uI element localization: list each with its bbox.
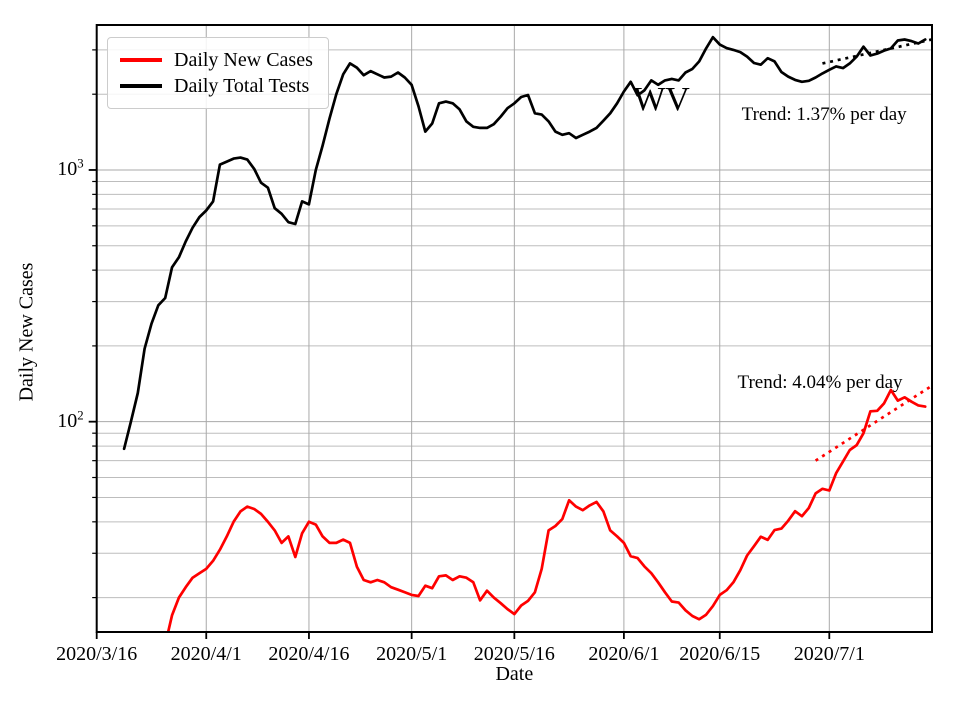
legend-label-tests: Daily Total Tests: [174, 74, 310, 97]
series-line-cases: [166, 388, 927, 632]
legend-item-cases: Daily New Cases: [120, 47, 316, 73]
trend-dotted-tests: [822, 38, 932, 65]
axes-spines: [95, 24, 933, 633]
legend-label-cases: Daily New Cases: [174, 48, 313, 71]
legend-line-swatch-red: [120, 58, 162, 62]
legend-line-swatch-black: [120, 84, 162, 88]
trend-dotted-cases: [814, 384, 932, 462]
series-line-tests: [122, 35, 927, 451]
legend-item-tests: Daily Total Tests: [120, 73, 316, 99]
legend: Daily New Cases Daily Total Tests: [107, 37, 329, 109]
